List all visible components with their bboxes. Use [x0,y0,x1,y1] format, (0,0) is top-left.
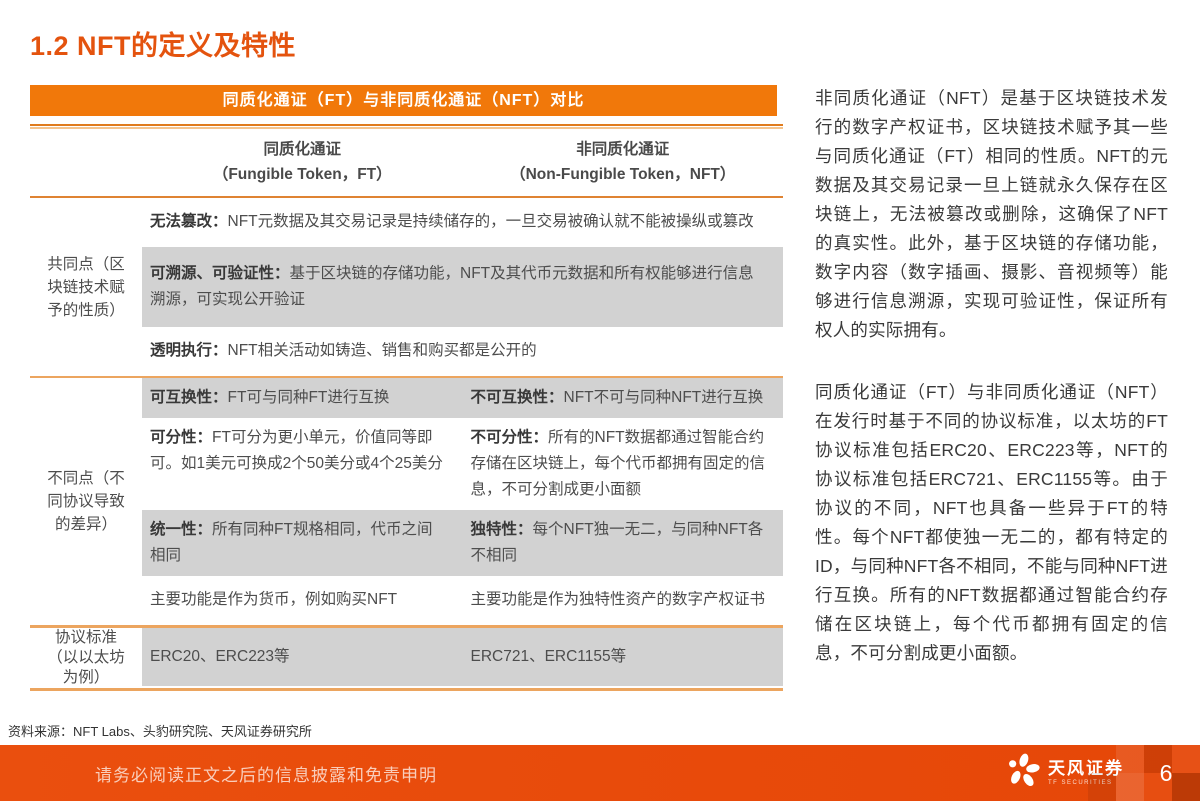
mosaic-square [1116,773,1144,801]
table-cell-ft: 可互换性：FT可与同种FT进行互换 [142,378,463,418]
brand-name-en: TF SECURITIES [1048,780,1113,786]
brand-text: 天风证券 TF SECURITIES [1048,760,1124,786]
mosaic-square [1172,773,1200,801]
table-row: 透明执行：NFT相关活动如铸造、销售和购买都是公开的 [142,327,783,376]
commentary-paragraph-1: 非同质化通证（NFT）是基于区块链技术发行的数字产权证书，区块链技术赋予其一些与… [815,88,1168,340]
column-header-ft-en: （Fungible Token，FT） [212,166,392,183]
cell-term: 可分性： [150,429,213,446]
cell-text: NFT元数据及其交易记录是持续储存的，一旦交易被确认就不能被操纵或篡改 [227,213,754,230]
mosaic-square [1116,745,1144,773]
cell-text: FT可与同种FT进行互换 [227,389,390,406]
table-row: ERC20、ERC223等 ERC721、ERC1155等 [142,628,783,686]
table-row: 主要功能是作为货币，例如购买NFT 主要功能是作为独特性资产的数字产权证书 [142,576,783,625]
footer-bar: 请务必阅读正文之后的信息披露和免责申明 天风证券 TF SECURITIES [0,745,1200,801]
footer-disclaimer: 请务必阅读正文之后的信息披露和免责申明 [95,765,437,785]
cell-text: ERC721、ERC1155等 [470,648,627,665]
table-top-rule [30,124,783,129]
table-cell-nft: 独特性：每个NFT独一无二，与同种NFT各不相同 [463,510,784,576]
cell-term: 可互换性： [150,389,228,406]
flower-logo-icon [1005,753,1041,794]
cell-text: 所有同种FT规格相同，代币之间相同 [150,521,433,564]
mosaic-square [1144,745,1172,773]
column-header-ft: 同质化通证 （Fungible Token，FT） [142,137,463,187]
row-group-label-protocols: 协议标准（以以太坊为例） [47,629,125,686]
brand-name-cn: 天风证券 [1048,759,1124,778]
table-cell-nft: ERC721、ERC1155等 [463,628,784,686]
cell-text: 主要功能是作为独特性资产的数字产权证书 [470,591,766,608]
cell-text: NFT不可与同种NFT进行互换 [563,389,764,406]
table-cell: 可溯源、可验证性：基于区块链的存储功能，NFT及其代币元数据和所有权能够进行信息… [142,247,783,327]
table-cell-nft: 不可互换性：NFT不可与同种NFT进行互换 [463,378,784,418]
brand-logo: 天风证券 TF SECURITIES [1005,745,1124,801]
table-cell-ft: ERC20、ERC223等 [142,628,463,686]
page-title: 1.2 NFT的定义及特性 [30,31,297,61]
table-row: 可溯源、可验证性：基于区块链的存储功能，NFT及其代币元数据和所有权能够进行信息… [142,247,783,327]
table-row: 可互换性：FT可与同种FT进行互换 不可互换性：NFT不可与同种NFT进行互换 [142,378,783,418]
column-header-nft-en: （Non-Fungible Token，NFT） [510,166,736,183]
cell-text: 每个NFT独一无二，与同种NFT各不相同 [470,521,764,564]
cell-term: 不可分性： [470,429,549,446]
label-column-spacer [30,137,142,187]
table-row: 可分性：FT可分为更小单元，价值同等即可。如1美元可换成2个50美分或4个25美… [142,418,783,510]
mosaic-square [1144,773,1172,801]
comparison-table: 同质化通证（FT）与非同质化通证（NFT）对比 同质化通证 （Fungible … [30,85,783,691]
cell-term: 不可互换性： [470,389,564,406]
cell-term: 透明执行： [150,342,228,359]
source-note: 资料来源：NFT Labs、头豹研究院、天风证券研究所 [8,724,312,739]
row-group-label-common: 共同点（区块链技术赋予的性质） [47,255,125,319]
column-header-ft-cn: 同质化通证 [263,141,341,158]
table-cell-ft: 统一性：所有同种FT规格相同，代币之间相同 [142,510,463,576]
page-number: 6 [1159,759,1173,786]
table-section-differences: 不同点（不同协议导致的差异） 可互换性：FT可与同种FT进行互换 不可互换性：N… [30,378,783,628]
table-row: 无法篡改：NFT元数据及其交易记录是持续储存的，一旦交易被确认就不能被操纵或篡改 [142,198,783,247]
table-title-bar: 同质化通证（FT）与非同质化通证（NFT）对比 [30,85,777,116]
cell-text: NFT相关活动如铸造、销售和购买都是公开的 [227,342,537,359]
table-cell-nft: 主要功能是作为独特性资产的数字产权证书 [463,576,784,625]
table-cell: 无法篡改：NFT元数据及其交易记录是持续储存的，一旦交易被确认就不能被操纵或篡改 [142,198,783,247]
cell-text: 基于区块链的存储功能，NFT及其代币元数据和所有权能够进行信息溯源，可实现公开验… [150,265,754,308]
column-header-nft: 非同质化通证 （Non-Fungible Token，NFT） [463,137,784,187]
cell-text: 主要功能是作为货币，例如购买NFT [150,591,398,608]
cell-term: 可溯源、可验证性： [150,265,290,282]
cell-text: FT可分为更小单元，价值同等即可。如1美元可换成2个50美分或4个25美分 [150,429,443,472]
table-section-protocols: 协议标准（以以太坊为例） ERC20、ERC223等 ERC721、ERC115… [30,628,783,691]
column-header-nft-cn: 非同质化通证 [576,141,670,158]
commentary-panel: 非同质化通证（NFT）是基于区块链技术发行的数字产权证书，区块链技术赋予其一些与… [815,84,1168,668]
cell-text: 所有的NFT数据都通过智能合约存储在区块链上，每个代币都拥有固定的信息，不可分割… [470,429,766,498]
table-cell: 透明执行：NFT相关活动如铸造、销售和购买都是公开的 [142,327,783,376]
section-rows: ERC20、ERC223等 ERC721、ERC1155等 [142,628,783,688]
table-column-headers: 同质化通证 （Fungible Token，FT） 非同质化通证 （Non-Fu… [30,129,783,198]
row-group-label-differences: 不同点（不同协议导致的差异） [47,470,125,533]
section-rows: 可互换性：FT可与同种FT进行互换 不可互换性：NFT不可与同种NFT进行互换 … [142,378,783,625]
commentary-paragraph-2: 同质化通证（FT）与非同质化通证（NFT）在发行时基于不同的协议标准，以太坊的F… [815,382,1168,663]
section-rows: 无法篡改：NFT元数据及其交易记录是持续储存的，一旦交易被确认就不能被操纵或篡改… [142,198,783,376]
cell-term: 无法篡改： [150,213,228,230]
mosaic-square [1088,773,1116,801]
cell-term: 独特性： [470,521,533,538]
table-section-common: 共同点（区块链技术赋予的性质） 无法篡改：NFT元数据及其交易记录是持续储存的，… [30,198,783,378]
cell-text: ERC20、ERC223等 [150,648,290,665]
table-cell-nft: 不可分性：所有的NFT数据都通过智能合约存储在区块链上，每个代币都拥有固定的信息… [463,418,784,510]
table-cell-ft: 可分性：FT可分为更小单元，价值同等即可。如1美元可换成2个50美分或4个25美… [142,418,463,510]
cell-term: 统一性： [150,521,213,538]
mosaic-square [1172,745,1200,773]
table-cell-ft: 主要功能是作为货币，例如购买NFT [142,576,463,625]
table-row: 统一性：所有同种FT规格相同，代币之间相同 独特性：每个NFT独一无二，与同种N… [142,510,783,576]
